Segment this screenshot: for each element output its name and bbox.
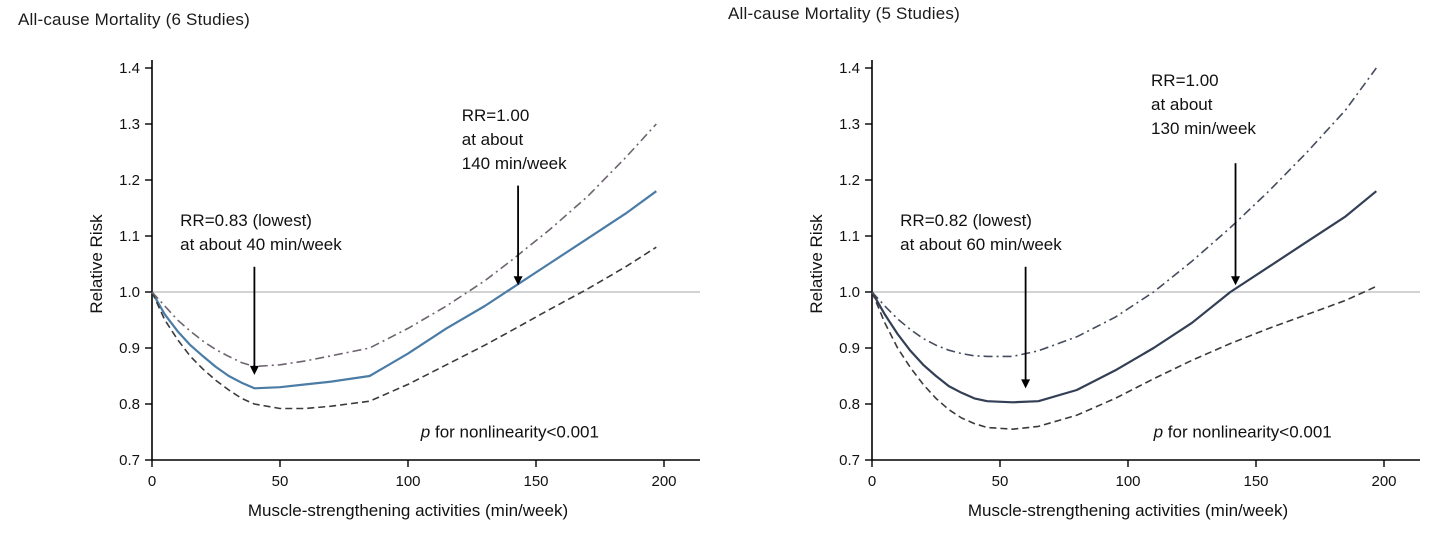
series-upper-confidence-limit — [871, 67, 1377, 358]
x-axis-label: Muscle-strengthening activities (min/wee… — [248, 501, 568, 520]
annotation-text-line: RR=0.82 (lowest) — [900, 211, 1032, 230]
y-tick-label: 1.0 — [839, 284, 860, 301]
annotation-text-line: at about — [1151, 95, 1213, 114]
y-tick-label: 1.4 — [839, 60, 860, 77]
y-tick-label: 1.4 — [119, 60, 140, 77]
chart-panel-5-studies: All-cause Mortality (5 Studies) 0 50 100 15… — [720, 0, 1440, 547]
chart-panel-6-studies: All-cause Mortality (6 Studies) 0 50 100 15… — [18, 10, 700, 520]
nonlinearity-note: p for nonlinearity<0.001 — [420, 423, 599, 442]
x-tick-label: 150 — [1243, 473, 1268, 490]
x-tick-label: 200 — [1371, 473, 1396, 490]
y-tick-label: 1.2 — [839, 172, 860, 189]
y-tick-label: 1.2 — [119, 172, 140, 189]
y-axis-label: Relative Risk — [87, 214, 106, 314]
y-tick-label: 1.3 — [119, 116, 140, 133]
annotation-text-line: 140 min/week — [462, 154, 567, 173]
x-tick-label: 100 — [1115, 473, 1140, 490]
x-tick-label: 50 — [992, 473, 1009, 490]
y-tick-label: 1.3 — [839, 116, 860, 133]
y-tick-label: 0.8 — [119, 396, 140, 413]
y-tick-label: 1.0 — [119, 284, 140, 301]
y-tick-label: 0.8 — [839, 396, 860, 413]
y-tick-label: 1.1 — [839, 228, 860, 245]
annotation-arrow-head — [1021, 379, 1031, 389]
annotation-arrow-head — [249, 365, 259, 375]
mortality-chart-5-studies: 0 50 100 150 200 0.7 0.8 0.9 1.0 1.1 1.2 1.3 1.4 Musc… — [807, 60, 1420, 520]
x-tick-label: 200 — [651, 473, 676, 490]
nonlinearity-note: p for nonlinearity<0.001 — [1153, 423, 1332, 442]
x-tick-label: 100 — [395, 473, 420, 490]
series-upper-confidence-limit — [151, 123, 657, 368]
x-tick-label: 0 — [868, 473, 876, 490]
y-tick-label: 0.7 — [119, 452, 140, 469]
chart-title-5-studies: All-cause Mortality (5 Studies) — [728, 4, 960, 23]
x-axis-label: Muscle-strengthening activities (min/wee… — [968, 501, 1288, 520]
y-tick-label: 0.9 — [119, 340, 140, 357]
y-axis-label: Relative Risk — [807, 214, 826, 314]
series-lower-confidence-limit — [151, 246, 657, 410]
annotation-text-line: at about 60 min/week — [900, 235, 1062, 254]
series-relative-risk-estimate — [151, 190, 657, 390]
y-tick-label: 1.1 — [119, 228, 140, 245]
series-lower-confidence-limit — [871, 285, 1377, 430]
x-tick-label: 50 — [272, 473, 289, 490]
annotation-text-line: 130 min/week — [1151, 119, 1256, 138]
annotation-text-line: RR=0.83 (lowest) — [180, 211, 312, 230]
annotation-text-line: at about 40 min/week — [180, 235, 342, 254]
annotation-arrow-head — [513, 276, 523, 286]
x-tick-label: 0 — [148, 473, 156, 490]
annotation-arrow-head — [1231, 276, 1241, 286]
x-tick-label: 150 — [523, 473, 548, 490]
y-tick-label: 0.7 — [839, 452, 860, 469]
y-tick-label: 0.9 — [839, 340, 860, 357]
chart-title-6-studies: All-cause Mortality (6 Studies) — [18, 10, 250, 29]
annotation-text-line: RR=1.00 — [1151, 71, 1219, 90]
annotation-text-line: at about — [462, 130, 524, 149]
series-relative-risk-estimate — [871, 190, 1377, 404]
annotation-text-line: RR=1.00 — [462, 106, 530, 125]
mortality-chart-6-studies: 0 50 100 150 200 0.7 0.8 0.9 1.0 1.1 1.2 1.3 1.4 Musc… — [87, 60, 700, 520]
